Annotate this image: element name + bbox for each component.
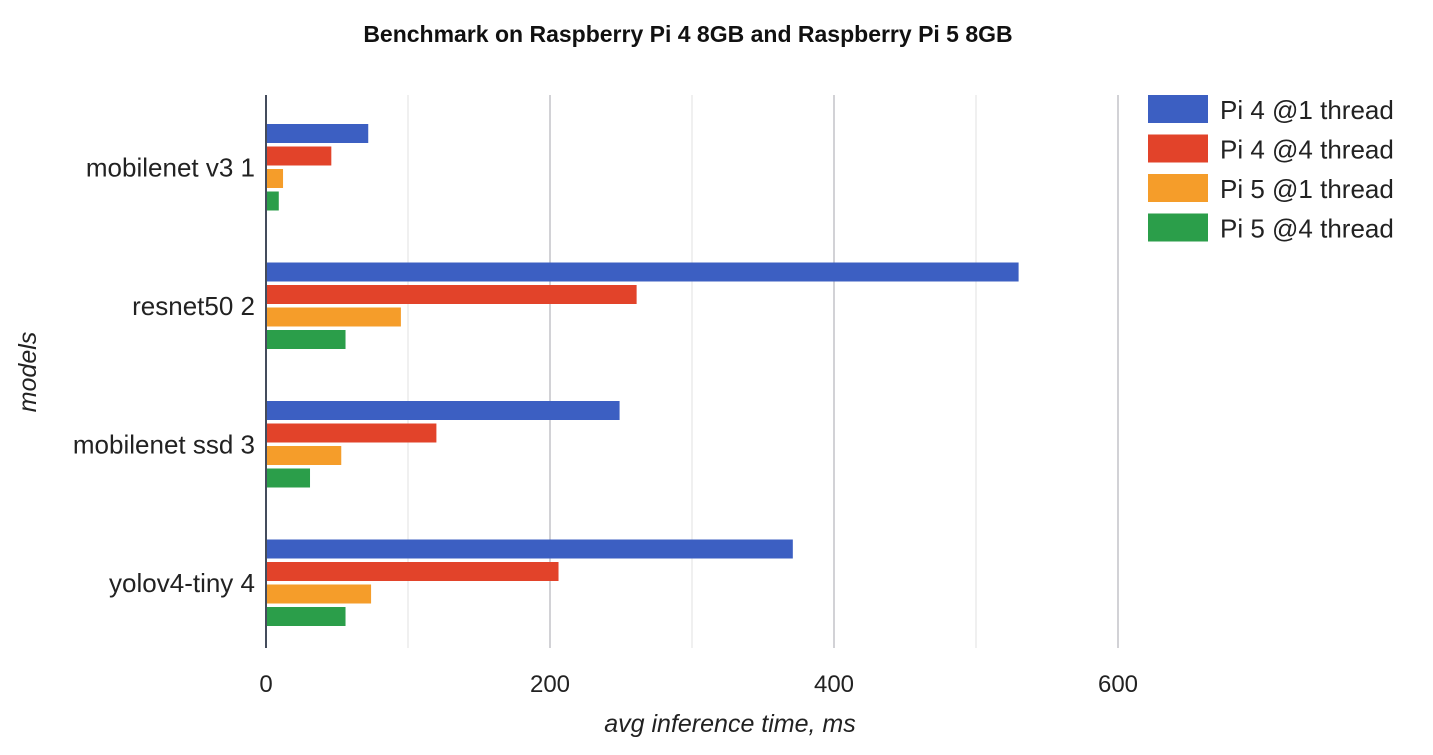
legend-item-1: Pi 4 @4 thread — [1148, 134, 1394, 165]
bar-3-2 — [266, 584, 372, 604]
x-tick-labels: 0 200 400 600 — [259, 671, 1138, 698]
category-label-3: yolov4-tiny 4 — [109, 568, 255, 598]
y-axis-label: models — [14, 332, 42, 413]
x-axis-label: avg inference time, ms — [604, 710, 856, 738]
legend-label-1: Pi 4 @4 thread — [1220, 135, 1394, 165]
category-label-0: mobilenet v3 1 — [86, 152, 255, 182]
bar-group-3 — [266, 539, 793, 626]
bar-1-1 — [266, 285, 637, 304]
bar-0-2 — [266, 169, 284, 188]
legend-swatch-2 — [1148, 174, 1208, 202]
bar-2-2 — [266, 446, 342, 465]
legend-item-0: Pi 4 @1 thread — [1148, 95, 1394, 125]
bar-1-0 — [266, 262, 1019, 282]
x-tick-label-200: 200 — [530, 671, 570, 698]
x-tick-label-0: 0 — [259, 671, 272, 698]
legend-item-3: Pi 5 @4 thread — [1148, 213, 1394, 244]
bar-group-2 — [266, 401, 620, 488]
bar-3-3 — [266, 607, 346, 626]
bar-2-1 — [266, 423, 437, 443]
chart-title: Benchmark on Raspberry Pi 4 8GB and Rasp… — [363, 21, 1012, 47]
category-label-2: mobilenet ssd 3 — [73, 429, 255, 459]
bar-0-0 — [266, 124, 369, 143]
bar-2-0 — [266, 401, 620, 420]
bar-group-0 — [266, 124, 369, 211]
x-tick-label-400: 400 — [814, 671, 854, 698]
category-labels: mobilenet v3 1 resnet50 2 mobilenet ssd 3 y… — [73, 152, 255, 598]
legend-swatch-3 — [1148, 213, 1208, 242]
bar-1-3 — [266, 330, 346, 349]
legend-label-2: Pi 5 @1 thread — [1220, 174, 1394, 204]
bar-1-2 — [266, 307, 401, 327]
legend-label-3: Pi 5 @4 thread — [1220, 214, 1394, 244]
bar-2-3 — [266, 468, 311, 488]
legend-swatch-0 — [1148, 95, 1208, 123]
bars-layer — [266, 124, 1019, 626]
bar-group-1 — [266, 262, 1019, 349]
bar-0-3 — [266, 191, 279, 211]
category-label-1: resnet50 2 — [132, 291, 255, 321]
legend-label-0: Pi 4 @1 thread — [1220, 95, 1394, 125]
bar-3-0 — [266, 539, 793, 559]
bar-0-1 — [266, 146, 332, 166]
legend-swatch-1 — [1148, 134, 1208, 163]
x-tick-label-600: 600 — [1098, 671, 1138, 698]
legend-item-2: Pi 5 @1 thread — [1148, 174, 1394, 204]
bar-3-1 — [266, 562, 559, 581]
legend: Pi 4 @1 thread Pi 4 @4 thread Pi 5 @1 thre… — [1148, 95, 1394, 244]
